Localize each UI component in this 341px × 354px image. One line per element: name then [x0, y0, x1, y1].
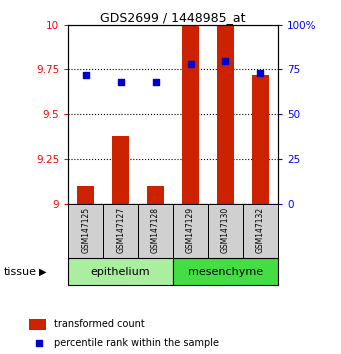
- Bar: [68, 258, 173, 285]
- Text: mesenchyme: mesenchyme: [188, 267, 263, 277]
- Bar: [252, 75, 269, 204]
- Text: epithelium: epithelium: [91, 267, 150, 277]
- Point: [118, 79, 123, 85]
- Text: GSM147132: GSM147132: [256, 207, 265, 253]
- Text: percentile rank within the sample: percentile rank within the sample: [54, 338, 219, 348]
- Point: [188, 61, 193, 67]
- Point: [153, 79, 158, 85]
- Bar: [147, 186, 164, 204]
- Point: [223, 58, 228, 63]
- Bar: [243, 204, 278, 258]
- Bar: [112, 136, 129, 204]
- Point: [83, 72, 88, 78]
- Bar: [208, 204, 243, 258]
- Point: [36, 340, 41, 346]
- Text: transformed count: transformed count: [54, 319, 145, 329]
- Bar: [77, 186, 94, 204]
- Text: ▶: ▶: [39, 267, 47, 277]
- Bar: [68, 204, 103, 258]
- Text: GSM147127: GSM147127: [116, 207, 125, 253]
- Text: tissue: tissue: [3, 267, 36, 277]
- Text: GSM147129: GSM147129: [186, 207, 195, 253]
- Bar: [138, 204, 173, 258]
- Text: GSM147125: GSM147125: [81, 207, 90, 253]
- Bar: [173, 258, 278, 285]
- Text: GSM147130: GSM147130: [221, 207, 230, 253]
- Text: GSM147128: GSM147128: [151, 207, 160, 253]
- Title: GDS2699 / 1448985_at: GDS2699 / 1448985_at: [100, 11, 246, 24]
- Point: [258, 70, 263, 76]
- Bar: [173, 204, 208, 258]
- Bar: [29, 319, 46, 330]
- Bar: [182, 25, 199, 204]
- Bar: [217, 25, 234, 204]
- Bar: [103, 204, 138, 258]
